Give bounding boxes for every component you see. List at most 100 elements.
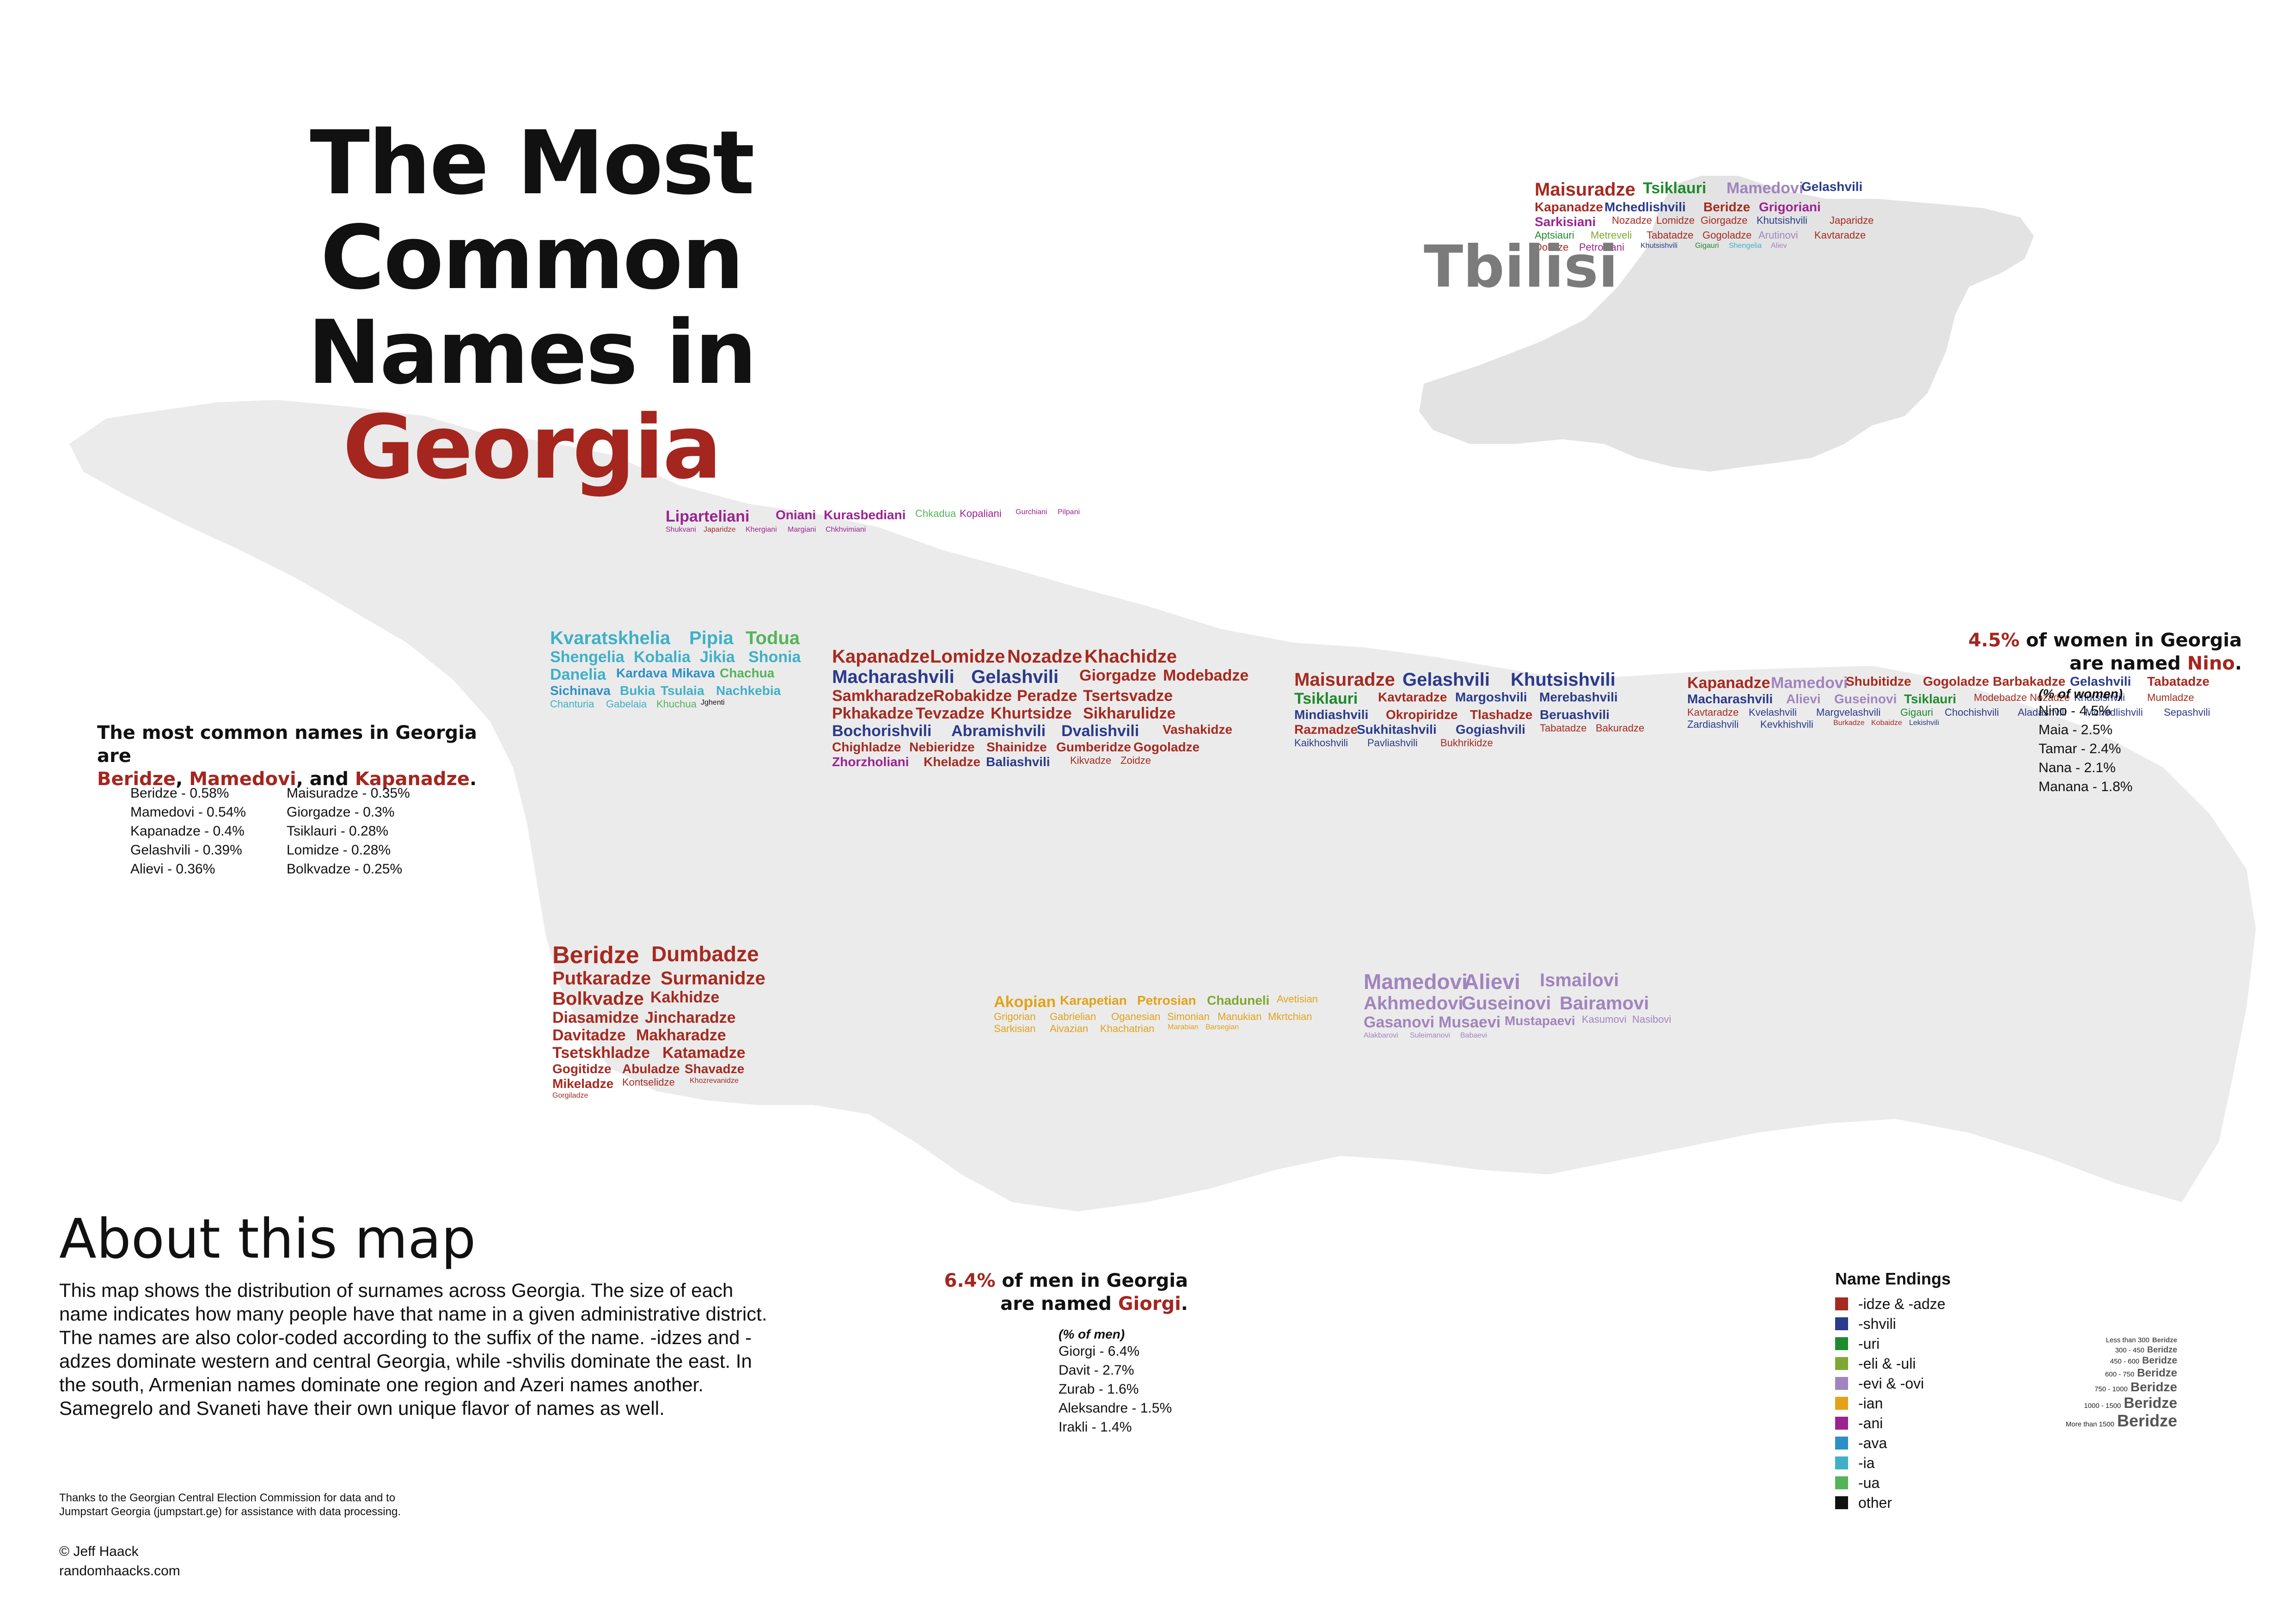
legend-swatch bbox=[1835, 1437, 1848, 1450]
map-surname-label: Nozadze bbox=[1612, 215, 1652, 226]
map-surname-label: Pilpani bbox=[1058, 508, 1080, 516]
women-heading-prefix: are named bbox=[2069, 653, 2187, 674]
most-common-stats-right: Maisuradze - 0.35% Giorgadze - 0.3% Tsik… bbox=[287, 784, 410, 879]
tbilisi-shape bbox=[1419, 176, 2034, 472]
legend-label: -ia bbox=[1858, 1454, 1875, 1471]
map-surname-label: Tsertsvadze bbox=[1083, 687, 1173, 705]
map-surname-label: Kaikhoshvili bbox=[1294, 737, 1348, 749]
map-surname-label: Macharashvili bbox=[832, 667, 955, 687]
legend-size-scale: Less than 300 Beridze 300 - 450 Beridze 450 … bbox=[2025, 1336, 2177, 1443]
legend-row: -shvili bbox=[1835, 1315, 1896, 1333]
map-surname-label: Alievi bbox=[1463, 970, 1520, 994]
map-surname-label: Shukvani bbox=[666, 526, 696, 534]
size-range-label: 750 - 1000 bbox=[2094, 1385, 2128, 1393]
size-sample-word: Beridze bbox=[2152, 1336, 2177, 1344]
map-surname-label: Mikeladze bbox=[552, 1076, 614, 1091]
map-surname-label: Giorgadze bbox=[1079, 667, 1157, 684]
size-range-label: 1000 - 1500 bbox=[2084, 1402, 2121, 1410]
map-surname-label: Giorgadze bbox=[1701, 215, 1748, 226]
size-sample-word: Beridze bbox=[2130, 1380, 2177, 1394]
map-surname-label: Kobalia bbox=[634, 648, 691, 666]
map-surname-label: Beridze bbox=[552, 942, 639, 969]
map-surname-label: Jincharadze bbox=[645, 1009, 736, 1026]
map-surname-label: Mumladze bbox=[2147, 692, 2194, 703]
map-surname-label: Shavadze bbox=[685, 1062, 745, 1076]
map-surname-label: Mindiashvili bbox=[1294, 707, 1369, 722]
women-heading-line1: 4.5% of women in Georgia bbox=[1965, 629, 2242, 652]
map-surname-label: Liparteliani bbox=[666, 508, 750, 525]
map-surname-label: Gabrielian bbox=[1050, 1011, 1096, 1022]
map-surname-label: Tabatadze bbox=[1540, 722, 1587, 734]
stat-line: Manana - 1.8% bbox=[2039, 779, 2133, 794]
map-surname-label: Gelashvili bbox=[971, 667, 1059, 687]
stat-line: Nana - 2.1% bbox=[2039, 760, 2116, 775]
map-surname-label: Kevkhishvili bbox=[1760, 719, 1813, 730]
men-heading-end: . bbox=[1181, 1293, 1188, 1315]
map-surname-label: Pavliashvili bbox=[1367, 737, 1418, 749]
map-surname-label: Mkrtchian bbox=[1268, 1011, 1312, 1022]
map-surname-label: Dolidze bbox=[1535, 241, 1569, 253]
size-sample-word: Beridze bbox=[2147, 1345, 2177, 1354]
map-surname-label: Bairamovi bbox=[1560, 993, 1649, 1014]
legend-row: other bbox=[1835, 1493, 1892, 1512]
map-surname-label: Tsiklauri bbox=[1904, 692, 1957, 706]
legend-row: -idze & -adze bbox=[1835, 1295, 1946, 1313]
size-sample-word: Beridze bbox=[2142, 1355, 2177, 1366]
legend-row: -evi & -ovi bbox=[1835, 1374, 1924, 1393]
size-range-label: Less than 300 bbox=[2106, 1336, 2149, 1344]
map-surname-label: Gigauri bbox=[1900, 707, 1933, 718]
women-top-name: Nino bbox=[2187, 653, 2235, 674]
map-surname-label: Kavtaradze bbox=[1814, 229, 1866, 241]
author: © Jeff Haack bbox=[59, 1544, 139, 1559]
map-surname-label: Kurasbediani bbox=[824, 508, 906, 522]
men-heading-line2: are named Giorgi. bbox=[901, 1292, 1188, 1315]
map-surname-label: Burkadze bbox=[1833, 719, 1865, 727]
map-surname-label: Davitadze bbox=[552, 1026, 626, 1044]
map-surname-label: Gabelaia bbox=[606, 698, 647, 710]
map-surname-label: Modebadze bbox=[1974, 692, 2027, 703]
size-scale-row: 1000 - 1500 Beridze bbox=[2084, 1395, 2177, 1412]
size-scale-rows: Less than 300 Beridze 300 - 450 Beridze 450 … bbox=[2025, 1336, 2177, 1443]
map-surname-label: Sichinava bbox=[550, 683, 611, 698]
most-common-heading-line1: The most common names in Georgia are bbox=[97, 722, 477, 767]
map-surname-label: Akopian bbox=[994, 993, 1056, 1011]
map-surname-label: Guseinovi bbox=[1834, 692, 1897, 706]
map-surname-label: Guseinovi bbox=[1462, 993, 1551, 1014]
legend-row: -uri bbox=[1835, 1334, 1880, 1353]
legend-swatch bbox=[1835, 1496, 1848, 1509]
map-surname-label: Diasamidze bbox=[552, 1009, 639, 1026]
map-surname-label: Aliev bbox=[1771, 242, 1787, 250]
map-surname-label: Margiani bbox=[788, 526, 816, 534]
stat-line: Maisuradze - 0.35% bbox=[287, 786, 410, 801]
map-surname-label: Shubitidze bbox=[1846, 674, 1911, 688]
website-link[interactable]: randomhaacks.com bbox=[59, 1563, 180, 1579]
stat-line: Giorgi - 6.4% bbox=[1059, 1344, 1140, 1359]
map-surname-label: Mikava bbox=[672, 666, 715, 680]
map-surname-label: Chighladze bbox=[832, 740, 901, 754]
map-surname-label: Simonian bbox=[1167, 1011, 1210, 1022]
map-surname-label: Gorgiladze bbox=[552, 1092, 588, 1100]
map-surname-label: Arutinovi bbox=[1758, 229, 1798, 241]
legend-label: -ian bbox=[1858, 1395, 1883, 1412]
men-stats: (% of men) Giorgi - 6.4% Davit - 2.7% Zu… bbox=[1059, 1327, 1172, 1437]
map-surname-label: Dumbadze bbox=[651, 942, 759, 966]
tbilisi-inset-label: Tbilisi bbox=[1424, 233, 1618, 301]
men-pct: 6.4% bbox=[944, 1270, 996, 1291]
map-surname-label: Sarkisiani bbox=[1535, 215, 1596, 229]
map-surname-label: Gasanovi bbox=[1364, 1014, 1435, 1031]
credits-line-2: Jumpstart Georgia (jumpstart.ge) for ass… bbox=[59, 1505, 401, 1518]
map-surname-label: Babaevi bbox=[1460, 1032, 1487, 1039]
map-surname-label: Khutsishvili bbox=[2074, 692, 2125, 703]
map-surname-label: Kvelashvili bbox=[1749, 707, 1797, 718]
legend-swatch bbox=[1835, 1377, 1848, 1390]
map-surname-label: Sukhitashvili bbox=[1357, 722, 1437, 737]
map-surname-label: Khachatrian bbox=[1100, 1023, 1155, 1034]
map-surname-label: Macharashvili bbox=[1687, 692, 1773, 706]
map-surname-label: Kopaliani bbox=[960, 508, 1002, 519]
map-surname-label: Shengelia bbox=[550, 648, 625, 666]
stat-line: Gelashvili - 0.39% bbox=[130, 842, 242, 858]
legend-swatch bbox=[1835, 1417, 1848, 1430]
size-scale-row: 300 - 450 Beridze bbox=[2115, 1345, 2177, 1355]
most-common-name-1: Beridze bbox=[97, 768, 176, 790]
map-surname-label: Putkaradze bbox=[552, 968, 651, 989]
